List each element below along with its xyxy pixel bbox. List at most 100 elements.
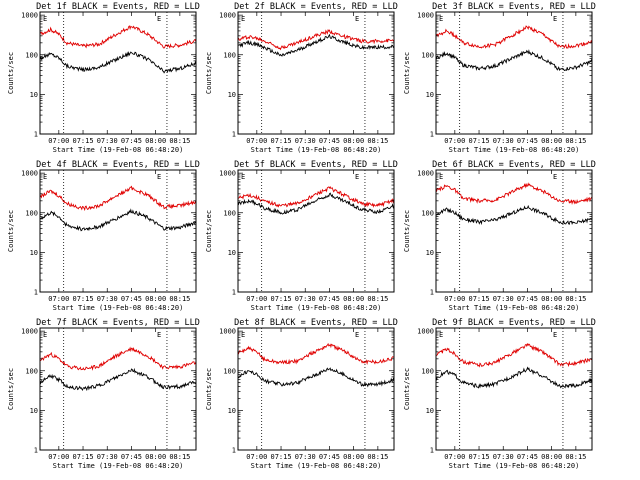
y-tick-label: 100 (421, 51, 434, 59)
chart-title: Det 7f BLACK = Events, RED = LLD (36, 318, 200, 328)
x-tick-label: 07:45 (121, 137, 142, 145)
x-tick-label: 07:45 (319, 137, 340, 145)
x-tick-label: 07:45 (121, 295, 142, 303)
x-axis-label: Start Time (19-Feb-08 06:48:20) (53, 304, 184, 312)
chart-title: Det 5f BLACK = Events, RED = LLD (234, 160, 398, 170)
chart-title: Det 6f BLACK = Events, RED = LLD (432, 160, 596, 170)
x-tick-label: 07:15 (72, 295, 93, 303)
y-tick-label: 10 (426, 249, 434, 257)
y-axis-label: Counts/sec (205, 368, 213, 410)
plot-frame (435, 327, 593, 451)
y-axis-label: Counts/sec (403, 368, 411, 410)
events-series-line (435, 204, 593, 226)
x-tick-label: 07:30 (295, 137, 316, 145)
x-tick-label: 07:15 (270, 295, 291, 303)
lld-series-line (435, 342, 593, 368)
chart-title: Det 4f BLACK = Events, RED = LLD (36, 160, 200, 170)
y-axis-label: Counts/sec (7, 368, 15, 410)
y-tick-label: 1 (430, 289, 434, 297)
x-axis-label: Start Time (19-Feb-08 06:48:20) (449, 146, 580, 154)
x-tick-label: 07:45 (517, 137, 538, 145)
corner-label-2: E (157, 173, 161, 181)
x-tick-label: 07:00 (246, 295, 267, 303)
chart-title: Det 8f BLACK = Events, RED = LLD (234, 318, 398, 328)
corner-label-2: E (355, 15, 359, 23)
y-tick-label: 1000 (21, 170, 38, 178)
lld-series-line (237, 28, 395, 51)
x-tick-label: 07:00 (48, 295, 69, 303)
y-tick-label: 1000 (219, 170, 236, 178)
y-tick-label: 10 (228, 249, 236, 257)
y-tick-label: 10 (30, 249, 38, 257)
y-tick-label: 100 (223, 367, 236, 375)
x-axis-label: Start Time (19-Feb-08 06:48:20) (53, 146, 184, 154)
x-axis-label: Start Time (19-Feb-08 06:48:20) (449, 462, 580, 470)
y-axis-label: Counts/sec (205, 52, 213, 94)
lld-series-line (237, 342, 395, 365)
x-axis-label: Start Time (19-Feb-08 06:48:20) (53, 462, 184, 470)
chart-title: Det 3f BLACK = Events, RED = LLD (432, 2, 596, 12)
x-tick-label: 07:30 (97, 453, 118, 461)
chart-title: Det 2f BLACK = Events, RED = LLD (234, 2, 398, 12)
lld-series-line (39, 185, 197, 212)
y-tick-label: 1000 (417, 328, 434, 336)
corner-label-2: E (355, 173, 359, 181)
corner-label-1: E (241, 173, 245, 181)
y-tick-label: 10 (228, 407, 236, 415)
lld-series-line (435, 182, 593, 206)
x-tick-label: 07:30 (493, 137, 514, 145)
x-tick-label: 07:30 (295, 453, 316, 461)
x-tick-label: 08:15 (169, 453, 190, 461)
x-tick-label: 08:15 (169, 295, 190, 303)
plot-frame (435, 11, 593, 135)
y-axis-label: Counts/sec (7, 52, 15, 94)
x-tick-label: 07:00 (444, 295, 465, 303)
y-tick-label: 100 (25, 209, 38, 217)
corner-label-1: E (439, 173, 443, 181)
x-tick-label: 08:15 (565, 137, 586, 145)
x-tick-label: 07:15 (270, 453, 291, 461)
x-tick-label: 07:45 (319, 295, 340, 303)
events-series-line (435, 49, 593, 72)
x-tick-label: 08:15 (169, 137, 190, 145)
x-tick-label: 08:15 (565, 295, 586, 303)
chart-panel-1: E E 1 10 100 1000 07:00 07:15 07:30 07:45 08:00 08:… (7, 2, 200, 154)
x-tick-label: 07:30 (493, 295, 514, 303)
x-tick-label: 08:15 (367, 137, 388, 145)
y-tick-label: 1 (232, 447, 236, 455)
y-tick-label: 1 (34, 131, 38, 139)
y-axis-label: Counts/sec (205, 210, 213, 252)
x-tick-label: 07:30 (97, 295, 118, 303)
chart-panel-3: E E 1 10 100 1000 07:00 07:15 07:30 07:45 08:00 08:… (403, 2, 596, 154)
x-axis-label: Start Time (19-Feb-08 06:48:20) (251, 304, 382, 312)
lld-series-line (237, 185, 395, 208)
corner-label-1: E (241, 331, 245, 339)
corner-label-1: E (43, 331, 47, 339)
x-tick-label: 07:00 (48, 453, 69, 461)
y-tick-label: 1 (34, 447, 38, 455)
y-tick-label: 10 (228, 91, 236, 99)
lld-series-line (39, 25, 197, 49)
x-tick-label: 07:00 (246, 453, 267, 461)
plot-frame (435, 169, 593, 293)
x-tick-label: 07:30 (493, 453, 514, 461)
x-axis-label: Start Time (19-Feb-08 06:48:20) (449, 304, 580, 312)
y-tick-label: 1 (232, 289, 236, 297)
y-tick-label: 1000 (417, 12, 434, 20)
corner-label-1: E (43, 173, 47, 181)
y-tick-label: 100 (421, 367, 434, 375)
x-tick-label: 08:15 (367, 453, 388, 461)
plot-frame (39, 11, 197, 135)
y-tick-label: 100 (421, 209, 434, 217)
y-tick-label: 1 (232, 131, 236, 139)
chart-panel-6: E E 1 10 100 1000 07:00 07:15 07:30 07:45 08:00 08:… (403, 160, 596, 312)
x-tick-label: 08:15 (367, 295, 388, 303)
chart-panel-4: E E 1 10 100 1000 07:00 07:15 07:30 07:45 08:00 08:… (7, 160, 200, 312)
corner-label-2: E (157, 331, 161, 339)
lld-series-line (435, 25, 593, 49)
corner-label-1: E (241, 15, 245, 23)
x-tick-label: 07:15 (468, 295, 489, 303)
events-series-line (237, 192, 395, 215)
corner-label-2: E (355, 331, 359, 339)
